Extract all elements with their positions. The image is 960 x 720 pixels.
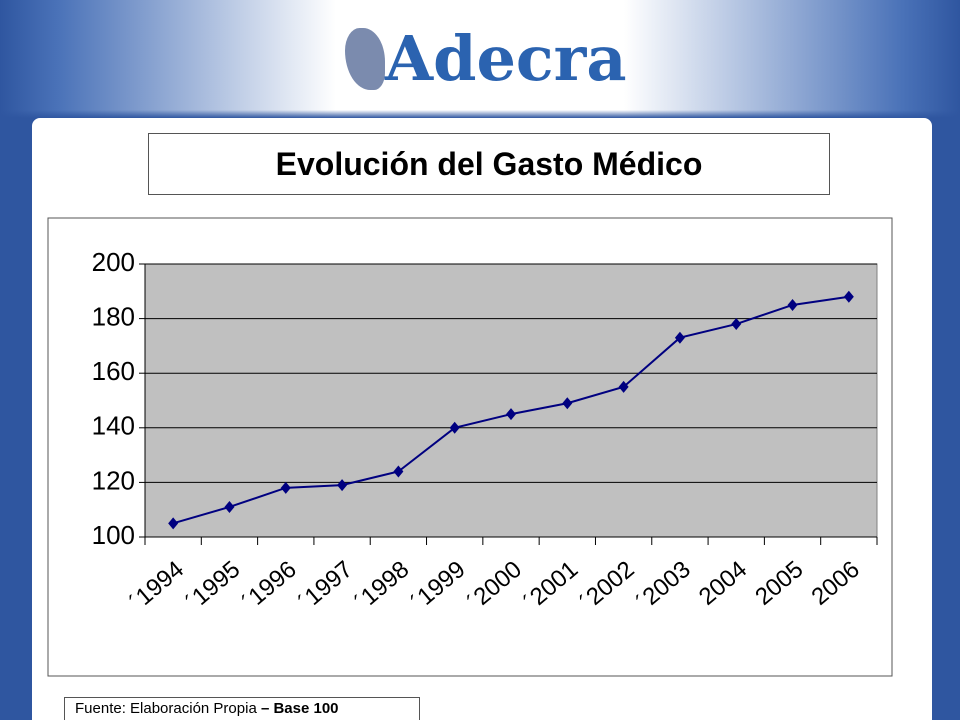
y-tick-label: 180 [92,301,135,331]
y-tick-label: 200 [92,247,135,277]
marker [843,290,854,303]
source: Fuente: Elaboración Propia – Base 100 [64,697,420,720]
marker [224,500,235,513]
marker [674,331,685,344]
marker [280,481,291,494]
source-text: Fuente: Elaboración Propia [75,700,257,717]
y-tick-label: 160 [92,356,135,386]
y-tick-label: 120 [92,465,135,495]
marker [168,517,179,530]
marker [506,408,516,421]
marker [337,479,348,492]
marker [731,318,742,331]
y-tick-label: 140 [92,411,135,441]
logo: Adecra [385,22,627,95]
y-tick-label: 100 [92,520,135,550]
marker [393,465,404,478]
marker [449,421,460,434]
source-emphasis: – Base 100 [260,700,339,717]
plot-area [144,263,878,538]
marker [618,380,629,393]
marker [787,298,798,311]
chart-title: Evolución del Gasto Médico [148,133,830,195]
marker [562,397,573,410]
